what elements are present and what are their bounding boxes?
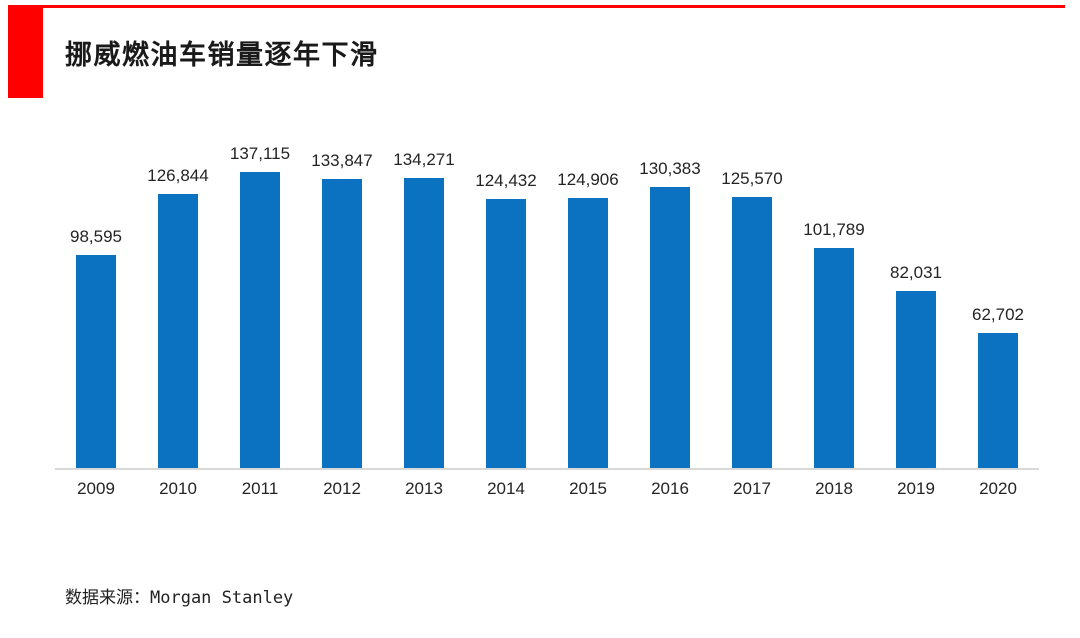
bar	[978, 333, 1018, 468]
bar-group: 137,115	[219, 145, 301, 468]
plot-area: 98,595 126,844 137,115 133,847 134,271 124,43…	[55, 140, 1039, 470]
bar-value-label: 101,789	[803, 220, 865, 240]
x-axis-tick-label: 2012	[323, 479, 361, 498]
data-source: 数据来源：Morgan Stanley	[65, 588, 294, 608]
bar	[322, 179, 362, 468]
bar-value-label: 82,031	[890, 263, 942, 283]
bar	[568, 198, 608, 468]
bar-group: 126,844	[137, 167, 219, 468]
bar	[158, 194, 198, 468]
red-accent-block	[8, 5, 43, 98]
bar-value-label: 130,383	[639, 159, 701, 179]
x-axis-tick-label: 2018	[815, 479, 853, 498]
x-axis-tick-label: 2014	[487, 479, 525, 498]
bar-value-label: 62,702	[972, 305, 1024, 325]
chart-title: 挪威燃油车销量逐年下滑	[65, 40, 379, 70]
top-red-rule	[8, 5, 1065, 8]
x-axis-tick-label: 2015	[569, 479, 607, 498]
bar-group: 98,595	[55, 228, 137, 468]
bar-value-label: 124,432	[475, 171, 537, 191]
bar-group: 101,789	[793, 221, 875, 468]
x-axis-tick-label: 2020	[979, 479, 1017, 498]
x-axis-tick-label: 2016	[651, 479, 689, 498]
bar	[896, 291, 936, 468]
bar	[650, 187, 690, 468]
bar-value-label: 126,844	[147, 166, 209, 186]
x-axis-tick-label: 2009	[77, 479, 115, 498]
bar-group: 133,847	[301, 152, 383, 468]
x-axis-tick-label: 2019	[897, 479, 935, 498]
bar-chart: 98,595 126,844 137,115 133,847 134,271 124,43…	[55, 140, 1039, 499]
x-axis-tick-label: 2010	[159, 479, 197, 498]
bar	[404, 178, 444, 468]
bar	[814, 248, 854, 468]
bar-value-label: 98,595	[70, 227, 122, 247]
bar-group: 124,432	[465, 172, 547, 468]
x-axis-tick-label: 2013	[405, 479, 443, 498]
bar-group: 82,031	[875, 264, 957, 468]
bar	[240, 172, 280, 468]
bar-value-label: 133,847	[311, 151, 373, 171]
bar-group: 125,570	[711, 170, 793, 468]
bar-group: 130,383	[629, 160, 711, 468]
bar	[76, 255, 116, 468]
bar-value-label: 137,115	[229, 144, 291, 164]
bar-group: 134,271	[383, 151, 465, 468]
bar-group: 62,702	[957, 306, 1039, 468]
bar	[486, 199, 526, 468]
x-axis-tick-label: 2017	[733, 479, 771, 498]
bar	[732, 197, 772, 468]
bar-value-label: 124,906	[557, 170, 619, 190]
x-axis-tick-label: 2011	[241, 479, 279, 498]
bar-value-label: 125,570	[721, 169, 783, 189]
bar-group: 124,906	[547, 171, 629, 468]
bar-value-label: 134,271	[393, 150, 455, 170]
x-axis-labels: 2009 2010 2011 2012 2013 2014 2015 2016 2017 2018…	[55, 470, 1039, 499]
